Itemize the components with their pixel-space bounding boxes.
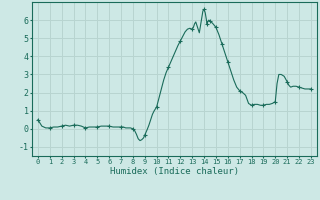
X-axis label: Humidex (Indice chaleur): Humidex (Indice chaleur) [110, 167, 239, 176]
